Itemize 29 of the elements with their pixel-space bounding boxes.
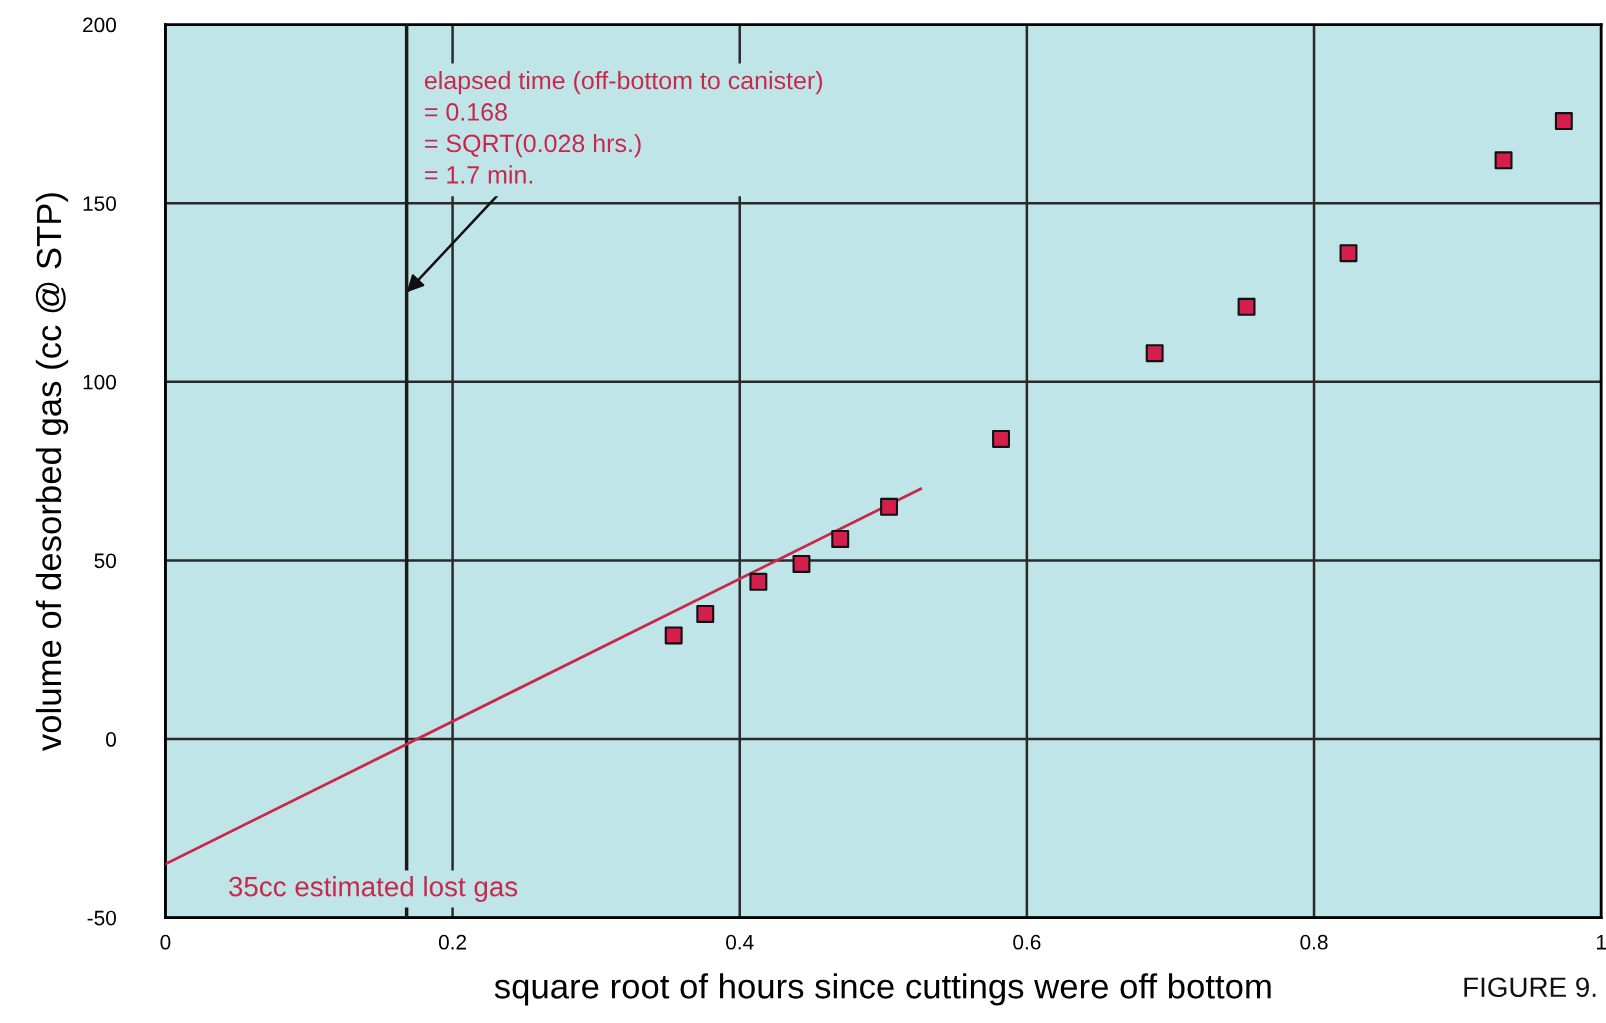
x-axis-title: square root of hours since cuttings were off bottom — [494, 973, 1271, 1006]
point — [1145, 344, 1164, 363]
x-tick-label: 0.2 — [438, 934, 467, 950]
y-tick-label: 0 — [106, 732, 116, 747]
x-tick-label: 1 — [1596, 935, 1606, 950]
point — [1237, 297, 1256, 316]
point — [664, 626, 683, 645]
y-tick-label: 150 — [83, 196, 116, 211]
point — [880, 497, 898, 516]
caption: FIGURE 9. — [1464, 977, 1596, 998]
y-tick-label: -50 — [87, 910, 116, 926]
point — [792, 555, 811, 573]
y-tick-label: 100 — [83, 374, 116, 390]
x-tick-label: 0 — [160, 934, 171, 950]
point — [992, 429, 1010, 448]
annotation: elapsed time (off-bottom to canister) = 0.168 = SQRT(0.028 hrs.) = 1.7 min. — [424, 70, 823, 184]
point — [1554, 112, 1573, 130]
point — [831, 530, 850, 548]
y-tick-label: 50 — [94, 553, 116, 569]
x-tick-label: 0.4 — [726, 934, 754, 950]
point — [1339, 244, 1358, 263]
point — [749, 572, 768, 591]
y-tick-label: 200 — [83, 17, 116, 33]
x-tick-label: 0.6 — [1013, 934, 1041, 950]
y-axis-title: volume of desorbed gas (cc @ STP) — [35, 193, 69, 752]
point — [1494, 151, 1513, 170]
x-tick-label: 0.8 — [1300, 934, 1328, 950]
annotation: 35cc estimated lost gas — [228, 876, 518, 902]
point — [696, 605, 715, 623]
